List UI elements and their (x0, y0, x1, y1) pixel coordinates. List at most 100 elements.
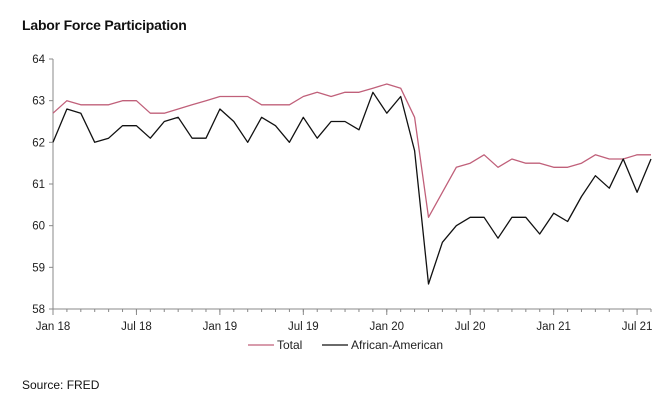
data-point-total (538, 162, 541, 165)
data-point-african-american (149, 137, 152, 140)
data-point-african-american (65, 108, 68, 111)
data-point-total (204, 99, 207, 102)
data-point-total (455, 166, 458, 169)
data-point-total (274, 103, 277, 106)
y-tick-label: 64 (32, 54, 45, 66)
data-point-african-american (93, 141, 96, 144)
data-point-total (594, 153, 597, 156)
data-point-african-american (302, 116, 305, 119)
data-point-total (385, 83, 388, 86)
data-point-total (399, 87, 402, 90)
legend-label-total: Total (277, 338, 302, 352)
data-point-african-american (218, 108, 221, 111)
data-point-african-american (413, 149, 416, 152)
data-point-total (483, 153, 486, 156)
data-point-total (441, 191, 444, 194)
data-point-african-american (191, 137, 194, 140)
data-point-african-american (524, 216, 527, 219)
data-point-total (524, 162, 527, 165)
x-tick-label: Jul 19 (288, 321, 319, 333)
data-point-african-american (594, 174, 597, 177)
data-point-african-american (52, 141, 55, 144)
data-point-total (650, 153, 653, 156)
data-point-african-american (260, 116, 263, 119)
series-line-african-american (52, 91, 652, 285)
data-point-total (79, 103, 82, 106)
chart-title: Labor Force Participation (22, 17, 187, 33)
data-point-total (469, 162, 472, 165)
source-note: Source: FRED (22, 378, 100, 392)
data-point-total (246, 95, 249, 98)
data-point-total (121, 99, 124, 102)
data-point-total (566, 166, 569, 169)
data-point-african-american (79, 112, 82, 115)
data-point-african-american (274, 124, 277, 127)
data-point-total (107, 103, 110, 106)
data-point-african-american (469, 216, 472, 219)
x-tick-label: Jan 19 (203, 321, 238, 333)
data-point-african-american (650, 158, 653, 161)
data-point-total (149, 112, 152, 115)
data-point-total (93, 103, 96, 106)
y-tick-label: 58 (32, 304, 45, 316)
data-point-african-american (399, 95, 402, 98)
data-point-african-american (608, 187, 611, 190)
data-point-african-american (538, 233, 541, 236)
data-point-african-american (135, 124, 138, 127)
series-line-total (52, 83, 651, 218)
data-point-total (608, 158, 611, 161)
data-point-total (302, 95, 305, 98)
x-tick-label: Jul 21 (622, 321, 653, 333)
data-point-total (510, 158, 513, 161)
data-point-total (580, 162, 583, 165)
data-point-african-american (636, 191, 639, 194)
data-point-african-american (455, 224, 458, 227)
data-point-total (413, 116, 416, 119)
data-point-total (135, 99, 138, 102)
data-point-african-american (121, 124, 124, 127)
data-point-african-american (552, 212, 555, 215)
data-point-african-american (204, 137, 207, 140)
data-point-african-american (497, 237, 500, 240)
data-point-african-american (163, 120, 166, 123)
x-tick-label: Jul 20 (455, 321, 486, 333)
data-point-total (232, 95, 235, 98)
data-point-african-american (427, 283, 430, 286)
data-point-total (65, 99, 68, 102)
data-point-african-american (580, 195, 583, 198)
data-point-total (330, 95, 333, 98)
data-point-african-american (371, 91, 374, 94)
data-point-african-american (357, 128, 360, 131)
data-point-total (552, 166, 555, 169)
data-point-total (191, 103, 194, 106)
legend: Total African-American (248, 338, 443, 352)
data-point-total (371, 87, 374, 90)
x-tick-label: Jul 18 (121, 321, 152, 333)
plot-area: 58 59 60 61 62 63 64 Jan 18 Jul 18 Jan 19 Jul 19 Ja… (32, 54, 652, 333)
data-point-total (218, 95, 221, 98)
data-point-african-american (288, 141, 291, 144)
data-point-african-american (316, 137, 319, 140)
data-point-african-american (177, 116, 180, 119)
data-point-african-american (107, 137, 110, 140)
data-point-total (177, 108, 180, 111)
data-point-total (497, 166, 500, 169)
data-point-total (344, 91, 347, 94)
data-point-african-american (344, 120, 347, 123)
data-point-total (427, 216, 430, 219)
data-point-total (316, 91, 319, 94)
data-point-total (52, 112, 55, 115)
data-point-african-american (566, 220, 569, 223)
y-tick-label: 60 (32, 221, 45, 233)
data-point-african-american (385, 112, 388, 115)
data-point-total (288, 103, 291, 106)
data-point-african-american (483, 216, 486, 219)
data-point-total (163, 112, 166, 115)
data-point-african-american (441, 241, 444, 244)
data-point-african-american (510, 216, 513, 219)
x-tick-label: Jan 18 (36, 321, 71, 333)
data-point-african-american (232, 120, 235, 123)
data-point-total (357, 91, 360, 94)
y-tick-label: 59 (32, 262, 45, 274)
